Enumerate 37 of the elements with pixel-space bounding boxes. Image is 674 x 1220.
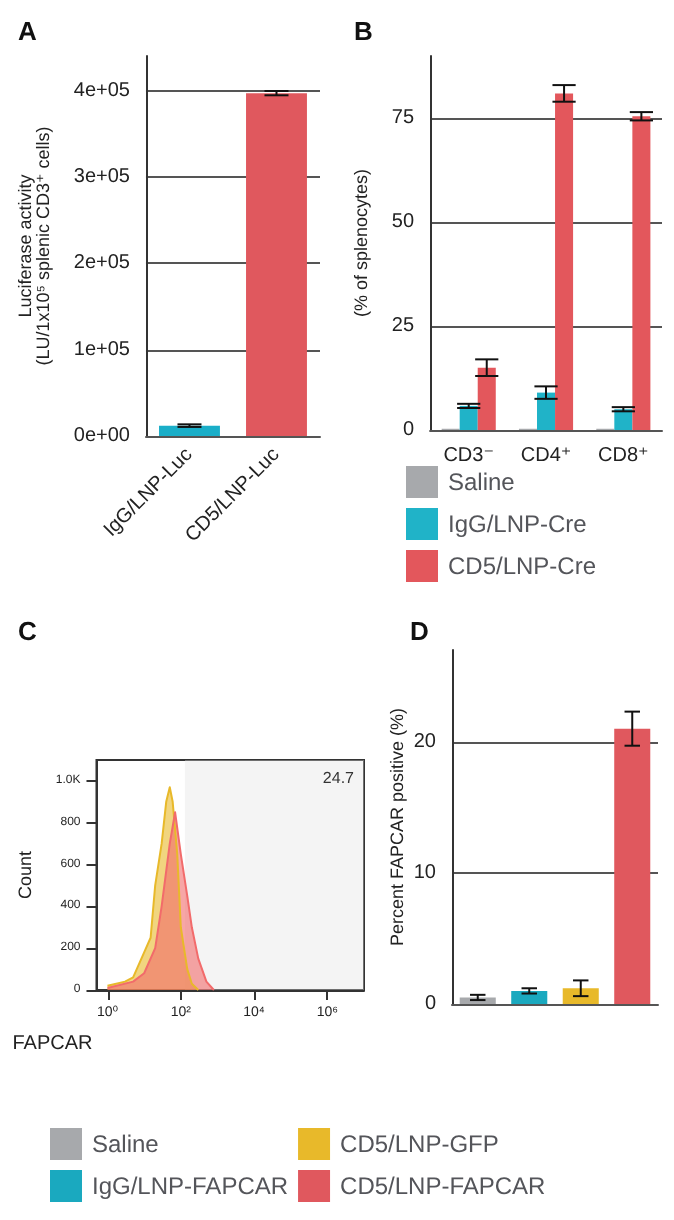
y-tick-label: 25 [391, 315, 415, 338]
y-axis-title: Count [15, 850, 35, 900]
legend-label: Saline [448, 468, 516, 496]
chart-title: B [354, 16, 373, 46]
band-label: 24.7 [322, 769, 356, 787]
legend-label: CD5/LNP-GFP [340, 1130, 499, 1158]
bar [555, 93, 574, 430]
y-tick-label: 10 [413, 861, 437, 884]
y-tick-label: 4e+05 [73, 79, 131, 102]
legend-label: CD5/LNP-FAPCAR [340, 1172, 547, 1200]
bar [477, 367, 496, 430]
chart-title: C [18, 616, 38, 646]
y-tick-label: 1e+05 [73, 338, 131, 361]
y-tick-label: 0e+00 [73, 425, 131, 447]
legend-label: IgG/LNP-FAPCAR [92, 1172, 289, 1200]
bar [632, 116, 651, 430]
y-tick-label: 2e+05 [73, 252, 131, 275]
y-axis-title: (% of splenocytes) [351, 168, 371, 318]
bar [459, 405, 478, 430]
y-axis-title: Percent FAPCAR positive (%) [386, 707, 407, 947]
y-tick-label: 75 [391, 107, 415, 130]
legend-label: Saline [92, 1130, 160, 1158]
legend-label: CD5/LNP-Cre [448, 552, 597, 580]
y-tick-label: 0 [424, 993, 437, 1015]
x-tick-label: CD8⁺ [598, 445, 649, 467]
x-tick-label: CD4⁺ [520, 445, 572, 467]
y-tick-label: 3e+05 [73, 165, 131, 188]
x-tick-label: CD3⁻ [443, 445, 494, 467]
chart-title: A [18, 16, 38, 46]
y-axis-title: Luciferase activity (LU/1x10⁵ splenic CD3⁺ cells) [15, 126, 53, 366]
x-axis-title: FAPCAR [12, 1033, 93, 1055]
legend-label: IgG/LNP-Cre [448, 510, 588, 538]
y-tick-label: 50 [391, 211, 415, 234]
chart-title: D [410, 616, 429, 646]
y-tick-label: 0 [402, 419, 415, 441]
bar [537, 392, 556, 430]
y-tick-label: 20 [413, 730, 437, 753]
